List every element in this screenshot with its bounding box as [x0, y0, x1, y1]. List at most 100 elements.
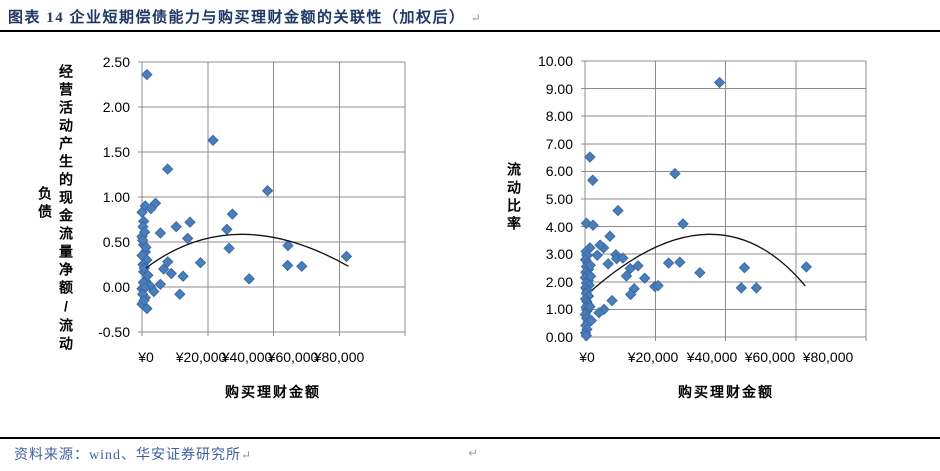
data-point-marker	[165, 267, 177, 280]
x-axis-tick-label: ¥20,000	[175, 349, 227, 365]
figure-title-text: 图表 14 企业短期偿债能力与购买理财金额的关联性（加权后）	[8, 10, 466, 26]
x-axis-tick-label: ¥40,000	[221, 349, 273, 365]
data-point-marker	[584, 151, 596, 163]
scatter-plot-canvas-1	[579, 60, 867, 342]
scatter-plot-canvas-0	[136, 61, 406, 336]
data-points	[579, 76, 812, 342]
y-axis-tick-label: 0.00	[102, 279, 130, 295]
data-point-marker	[738, 262, 751, 274]
data-point-marker	[223, 242, 235, 255]
data-point-marker	[584, 300, 596, 313]
y-axis-tick-label: 4.00	[545, 218, 573, 235]
data-point-marker	[594, 239, 606, 251]
y-axis-tick-label: 5.00	[545, 191, 573, 207]
return-mark-icon: ↵	[470, 11, 481, 25]
data-point-marker	[282, 239, 294, 252]
data-point-marker	[694, 266, 706, 279]
data-point-marker	[800, 261, 812, 273]
data-point-marker	[624, 262, 637, 275]
data-point-marker	[170, 220, 182, 233]
data-point-marker	[735, 282, 748, 294]
y-axis-tick-label: 8.00	[545, 108, 573, 125]
figure-title: 图表 14 企业短期偿债能力与购买理财金额的关联性（加权后） ↵	[8, 6, 481, 27]
data-point-marker	[141, 302, 153, 315]
data-point-marker	[617, 252, 629, 264]
data-point-marker	[281, 259, 294, 272]
data-point-marker	[142, 269, 154, 282]
data-point-marker	[157, 263, 170, 275]
paragraph-return-mark-icon: ↵	[468, 446, 479, 460]
data-point-marker	[140, 241, 152, 254]
data-point-marker	[669, 167, 681, 180]
x-axis-tick-label: ¥60,000	[267, 349, 319, 365]
data-point-marker	[632, 260, 644, 272]
data-point-marker	[221, 223, 233, 236]
x-axis-tick-label: ¥20,000	[627, 349, 679, 365]
y-axis-tick-label: 1.50	[102, 144, 130, 160]
data-point-marker	[174, 288, 186, 300]
x-axis-tick-label: ¥0	[579, 349, 595, 365]
x-axis-tick-label: ¥0	[138, 349, 154, 365]
x-axis-tick-label: ¥40,000	[686, 349, 738, 365]
data-point-marker	[148, 285, 160, 298]
data-point-marker	[606, 294, 618, 307]
data-point-marker	[713, 76, 726, 89]
y-axis-tick-label: 6.00	[545, 163, 573, 180]
y-axis-title: 负债	[37, 186, 53, 222]
y-axis-tick-label: -0.50	[98, 324, 130, 340]
source-note: 资料来源：wind、华安证券研究所↵	[14, 444, 251, 464]
trend-line	[591, 233, 806, 291]
data-point-marker	[584, 270, 597, 282]
data-point-marker	[177, 270, 189, 282]
data-point-marker	[612, 204, 624, 217]
data-point-marker	[677, 218, 689, 230]
x-axis-title: 购买理财金额	[678, 384, 774, 400]
data-point-marker	[184, 216, 196, 228]
data-point-marker	[243, 273, 255, 285]
x-axis-tick-label: ¥80,000	[802, 349, 854, 365]
y-axis-tick-label: 3.00	[545, 246, 573, 263]
data-point-marker	[226, 208, 239, 220]
y-axis-tick-label: 0.50	[102, 234, 130, 250]
data-point-marker	[181, 232, 194, 245]
y-axis-tick-label: 2.00	[102, 99, 130, 115]
data-point-marker	[604, 230, 616, 242]
y-axis-tick-label: 1.00	[102, 189, 130, 205]
x-axis-tick-label: ¥80,000	[313, 349, 365, 365]
y-axis-title: 流动比率	[506, 162, 522, 234]
footer-divider-line	[0, 437, 940, 439]
data-point-marker	[593, 307, 605, 319]
y-axis-title: 经营活动产生的现金流量净额/流动	[58, 64, 74, 354]
trend-line	[145, 233, 349, 269]
source-note-text: 资料来源：wind、华安证券研究所	[14, 448, 241, 463]
y-axis-tick-label: 1.00	[545, 301, 573, 318]
x-axis-title: 购买理财金额	[225, 384, 321, 400]
y-axis-tick-label: 7.00	[545, 135, 573, 152]
data-point-marker	[580, 329, 593, 342]
y-axis-tick-label: 2.50	[102, 54, 130, 70]
data-point-marker	[587, 174, 599, 186]
data-point-marker	[194, 256, 207, 269]
data-point-marker	[585, 314, 598, 327]
data-point-marker	[602, 258, 614, 270]
source-return-mark-icon: ↵	[241, 448, 252, 462]
data-point-marker	[340, 250, 353, 263]
data-point-marker	[261, 184, 274, 197]
data-point-marker	[154, 227, 167, 239]
data-point-marker	[624, 288, 637, 301]
data-point-marker	[662, 257, 675, 269]
title-divider-line	[0, 30, 940, 32]
data-point-marker	[652, 279, 664, 292]
data-point-marker	[161, 163, 174, 175]
data-point-marker	[138, 294, 150, 307]
data-point-marker	[750, 282, 763, 294]
data-point-marker	[154, 278, 167, 291]
data-point-marker	[620, 270, 633, 282]
data-point-marker	[141, 68, 153, 81]
data-point-marker	[587, 219, 599, 231]
gridlines	[581, 60, 867, 341]
data-point-marker	[591, 249, 604, 262]
y-axis-tick-label: 10.00	[537, 53, 573, 69]
data-point-marker	[584, 259, 596, 271]
